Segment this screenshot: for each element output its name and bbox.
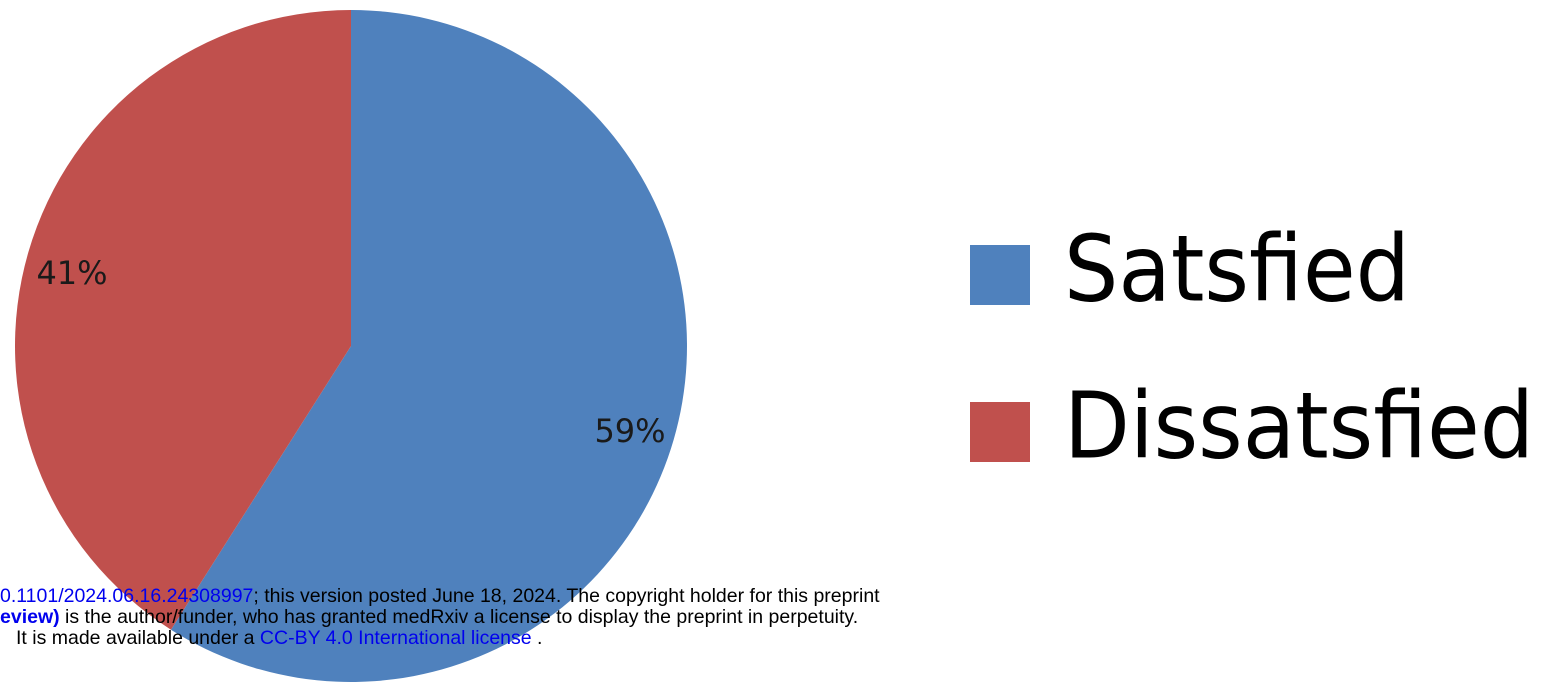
doi-link-part-b[interactable]: 24308997 (166, 585, 254, 607)
footer-line-1-text: ; this version posted June 18, 2024. The… (253, 585, 880, 607)
pie-slice-satsfied (170, 10, 687, 682)
license-link[interactable]: CC-BY 4.0 International license (259, 627, 532, 649)
footer-line-3: It is made available under a CC-BY 4.0 I… (16, 628, 1006, 649)
doi-link-part-a[interactable]: 0.1101/2024.06.16. (0, 585, 167, 607)
footer-line-1: 0.1101/2024.06.16.24308997; this version… (0, 586, 990, 607)
legend-swatch-dissatsfied (970, 402, 1030, 462)
legend-label-satsfied: Satsfied (1064, 215, 1410, 322)
pie-slices (15, 10, 687, 682)
peer-review-label: eview) (0, 606, 60, 628)
slice-labels: 59% 41% (36, 254, 665, 450)
legend: Satsfied Dissatsfied (970, 215, 1534, 479)
slice-label-satsfied: 59% (594, 412, 665, 450)
legend-swatch-satsfied (970, 245, 1030, 305)
footer-line-3-pre: It is made available under a (16, 627, 260, 649)
footer-line-3-post: . (531, 627, 543, 649)
footer-line-2: eview) is the author/funder, who has gra… (0, 607, 990, 628)
pie-slice-dissatsfied (15, 10, 351, 630)
legend-label-dissatsfied: Dissatsfied (1064, 372, 1534, 479)
preprint-footer: 0.1101/2024.06.16.24308997; this version… (0, 586, 990, 649)
footer-line-2-text: is the author/funder, who has granted me… (59, 606, 859, 628)
slice-label-dissatsfied: 41% (36, 254, 107, 292)
